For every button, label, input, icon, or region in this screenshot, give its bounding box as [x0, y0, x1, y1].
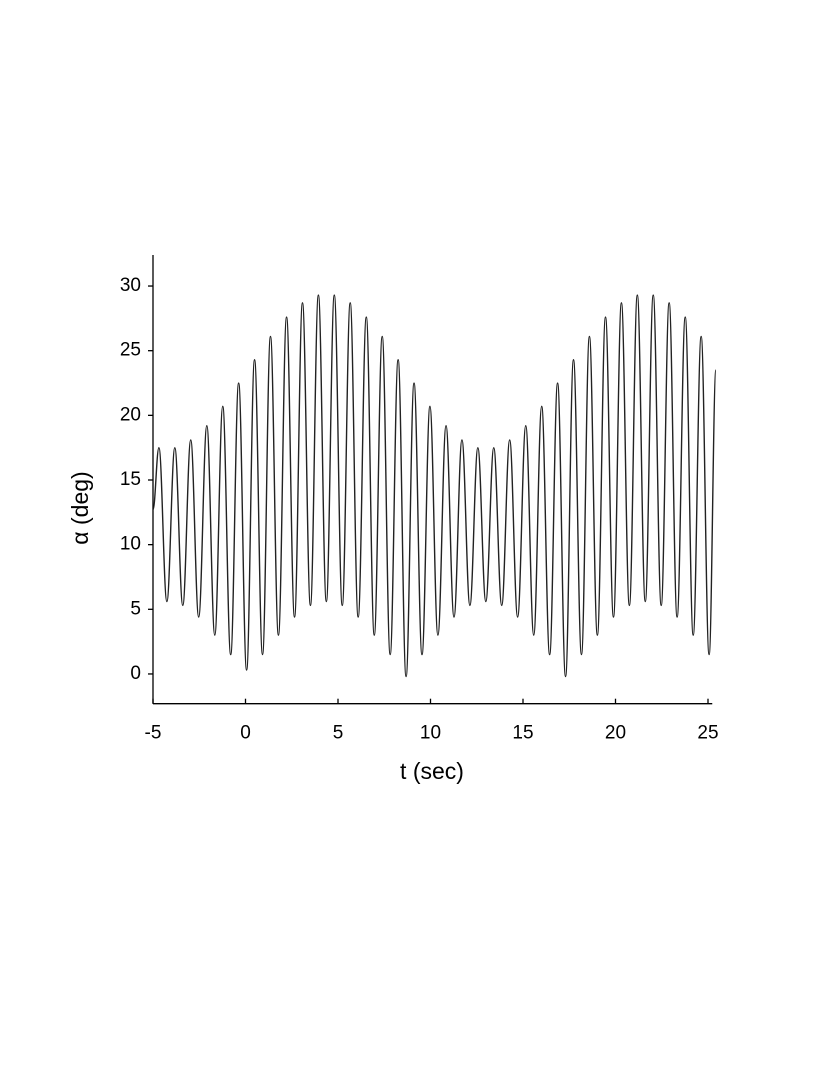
y-tick-label: 25: [120, 340, 141, 361]
y-tick-label: 0: [130, 663, 141, 684]
y-tick-label: 30: [120, 275, 141, 296]
y-axis-label: α (deg): [67, 471, 93, 544]
x-tick-label: 25: [697, 723, 718, 744]
x-tick-label: -5: [145, 723, 162, 744]
y-tick-label: 15: [120, 469, 141, 490]
x-tick-label: 10: [420, 723, 441, 744]
x-axis-label: t (sec): [400, 758, 464, 784]
y-tick-label: 5: [130, 598, 141, 619]
x-tick-label: 5: [333, 723, 344, 744]
y-tick-label: 20: [120, 404, 141, 425]
x-tick-label: 0: [240, 723, 251, 744]
x-tick-label: 15: [512, 723, 533, 744]
data-line: [152, 294, 717, 678]
x-tick-label: 20: [605, 723, 626, 744]
y-tick-label: 10: [120, 534, 141, 555]
